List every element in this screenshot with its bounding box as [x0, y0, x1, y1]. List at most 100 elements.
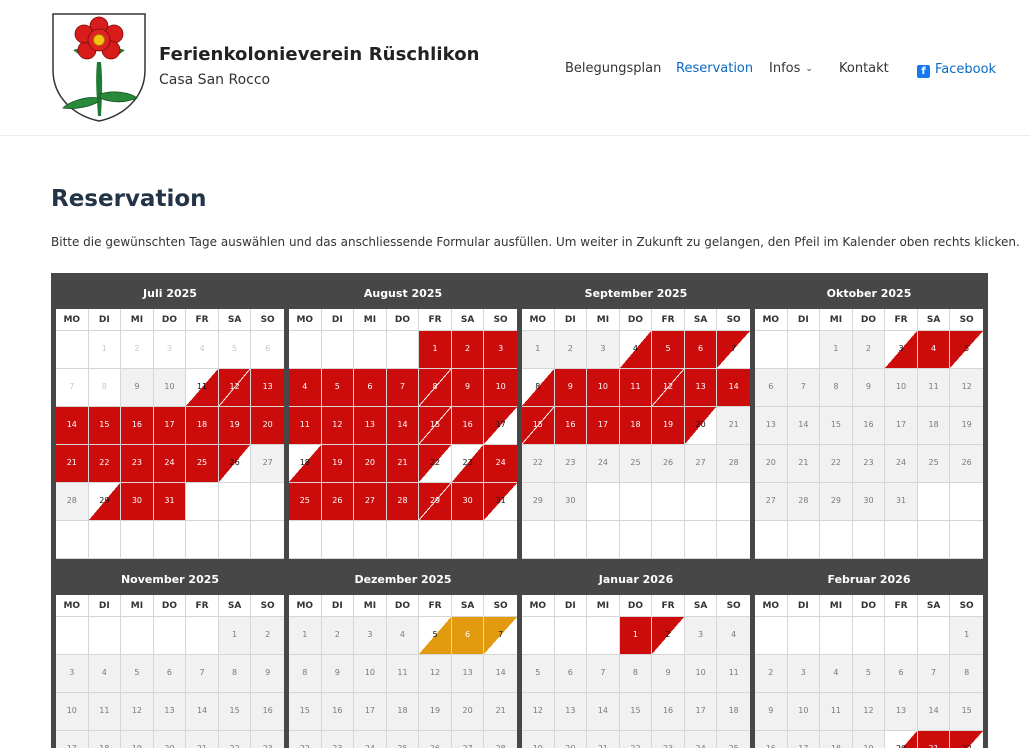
day-cell-end-red[interactable]: 26 — [218, 445, 252, 483]
day-cell-swap[interactable]: 15 — [419, 407, 452, 445]
day-cell-avail[interactable]: 4 — [717, 617, 750, 655]
day-cell-avail[interactable]: 27 — [684, 445, 718, 483]
day-cell-start-red[interactable]: 4 — [619, 331, 653, 369]
day-cell-avail[interactable]: 22 — [619, 731, 653, 748]
day-cell-avail[interactable]: 3 — [354, 617, 387, 655]
day-cell-avail[interactable]: 15 — [950, 693, 983, 731]
day-cell-avail[interactable]: 12 — [522, 693, 555, 731]
day-cell-avail[interactable]: 19 — [419, 693, 452, 731]
day-cell-avail[interactable]: 19 — [121, 731, 154, 748]
day-cell-avail[interactable]: 28 — [717, 445, 750, 483]
day-cell-avail[interactable]: 5 — [522, 655, 555, 693]
day-cell-avail[interactable]: 16 — [251, 693, 284, 731]
day-cell-avail[interactable]: 28 — [787, 483, 821, 521]
day-cell-swap[interactable]: 15 — [522, 407, 555, 445]
day-cell-avail[interactable]: 15 — [289, 693, 322, 731]
day-cell-avail[interactable]: 1 — [522, 331, 555, 369]
day-cell-avail[interactable]: 3 — [587, 331, 620, 369]
day-cell-avail[interactable]: 1 — [289, 617, 322, 655]
nav-reservation[interactable]: Reservation — [676, 61, 753, 76]
day-cell-avail[interactable]: 29 — [522, 483, 555, 521]
day-cell-avail[interactable]: 11 — [386, 655, 420, 693]
day-cell-swap[interactable]: 12 — [218, 369, 252, 407]
day-cell-avail[interactable]: 27 — [451, 731, 485, 748]
rueschlikon-rose-crest-logo[interactable] — [51, 12, 147, 123]
day-cell-avail[interactable]: 16 — [652, 693, 685, 731]
day-cell-avail[interactable]: 12 — [419, 655, 452, 693]
day-cell-avail[interactable]: 7 — [917, 655, 951, 693]
day-cell-start-red[interactable]: 11 — [186, 369, 219, 407]
day-cell-avail[interactable]: 19 — [522, 731, 555, 748]
day-cell-swap[interactable]: 8 — [419, 369, 452, 407]
day-cell-avail[interactable]: 15 — [820, 407, 853, 445]
day-cell-avail[interactable]: 5 — [852, 655, 886, 693]
day-cell-avail[interactable]: 13 — [554, 693, 588, 731]
day-cell-avail[interactable]: 26 — [652, 445, 685, 483]
day-cell-avail[interactable]: 11 — [917, 369, 951, 407]
day-cell-avail[interactable]: 2 — [554, 331, 588, 369]
day-cell-end-red[interactable]: 20 — [684, 407, 718, 445]
day-cell-avail[interactable]: 28 — [484, 731, 517, 748]
day-cell-avail[interactable]: 17 — [56, 731, 89, 748]
day-cell-avail[interactable]: 10 — [56, 693, 89, 731]
day-cell-end-red[interactable]: 17 — [484, 407, 517, 445]
facebook-link[interactable]: f Facebook — [917, 62, 996, 78]
day-cell-avail[interactable]: 20 — [554, 731, 588, 748]
day-cell-avail[interactable]: 9 — [852, 369, 886, 407]
day-cell-avail[interactable]: 14 — [484, 655, 517, 693]
day-cell-swap[interactable]: 29 — [419, 483, 452, 521]
day-cell-avail[interactable]: 23 — [321, 731, 355, 748]
day-cell-avail[interactable]: 8 — [619, 655, 653, 693]
day-cell-avail[interactable]: 17 — [787, 731, 821, 748]
day-cell-avail[interactable]: 10 — [684, 655, 718, 693]
day-cell-avail[interactable]: 10 — [787, 693, 821, 731]
day-cell-avail[interactable]: 6 — [554, 655, 588, 693]
day-cell-avail[interactable]: 18 — [88, 731, 122, 748]
day-cell-avail[interactable]: 2 — [251, 617, 284, 655]
day-cell-avail[interactable]: 3 — [56, 655, 89, 693]
day-cell-avail[interactable]: 11 — [717, 655, 750, 693]
day-cell-avail[interactable]: 23 — [251, 731, 284, 748]
day-cell-end-red[interactable]: 22 — [419, 445, 452, 483]
day-cell-start-red[interactable]: 20 — [885, 731, 918, 748]
day-cell-avail[interactable]: 13 — [153, 693, 187, 731]
day-cell-avail[interactable]: 3 — [787, 655, 821, 693]
day-cell-avail[interactable]: 7 — [186, 655, 219, 693]
day-cell-avail[interactable]: 11 — [88, 693, 122, 731]
day-cell-avail[interactable]: 24 — [684, 731, 718, 748]
day-cell-end-red[interactable]: 2 — [652, 617, 685, 655]
day-cell-avail[interactable]: 6 — [153, 655, 187, 693]
day-cell-avail[interactable]: 9 — [121, 369, 154, 407]
day-cell-avail[interactable]: 4 — [820, 655, 853, 693]
day-cell-avail[interactable]: 22 — [289, 731, 322, 748]
day-cell-avail[interactable]: 25 — [386, 731, 420, 748]
day-cell-avail[interactable]: 18 — [386, 693, 420, 731]
day-cell-avail[interactable]: 17 — [684, 693, 718, 731]
nav-kontakt[interactable]: Kontakt — [839, 61, 889, 76]
day-cell-avail[interactable]: 8 — [218, 655, 252, 693]
day-cell-avail[interactable]: 25 — [619, 445, 653, 483]
day-cell-avail[interactable]: 14 — [186, 693, 219, 731]
day-cell-avail[interactable]: 30 — [852, 483, 886, 521]
day-cell-avail[interactable]: 13 — [451, 655, 485, 693]
day-cell-start-red[interactable]: 8 — [522, 369, 555, 407]
day-cell-avail[interactable]: 16 — [755, 731, 788, 748]
day-cell-avail[interactable]: 24 — [354, 731, 387, 748]
day-cell-avail[interactable]: 22 — [820, 445, 853, 483]
day-cell-end-red[interactable]: 31 — [484, 483, 517, 521]
day-cell-end-red[interactable]: 7 — [717, 331, 750, 369]
day-cell-avail[interactable]: 27 — [251, 445, 284, 483]
day-cell-avail[interactable]: 28 — [56, 483, 89, 521]
day-cell-avail[interactable]: 23 — [852, 445, 886, 483]
day-cell-avail[interactable]: 7 — [587, 655, 620, 693]
day-cell-avail[interactable]: 2 — [321, 617, 355, 655]
day-cell-avail[interactable]: 3 — [684, 617, 718, 655]
day-cell-avail[interactable]: 14 — [587, 693, 620, 731]
day-cell-end-red[interactable]: 22 — [950, 731, 983, 748]
day-cell-avail[interactable]: 10 — [354, 655, 387, 693]
day-cell-avail[interactable]: 12 — [121, 693, 154, 731]
day-cell-avail[interactable]: 29 — [820, 483, 853, 521]
day-cell-avail[interactable]: 19 — [852, 731, 886, 748]
day-cell-avail[interactable]: 17 — [885, 407, 918, 445]
day-cell-avail[interactable]: 5 — [121, 655, 154, 693]
